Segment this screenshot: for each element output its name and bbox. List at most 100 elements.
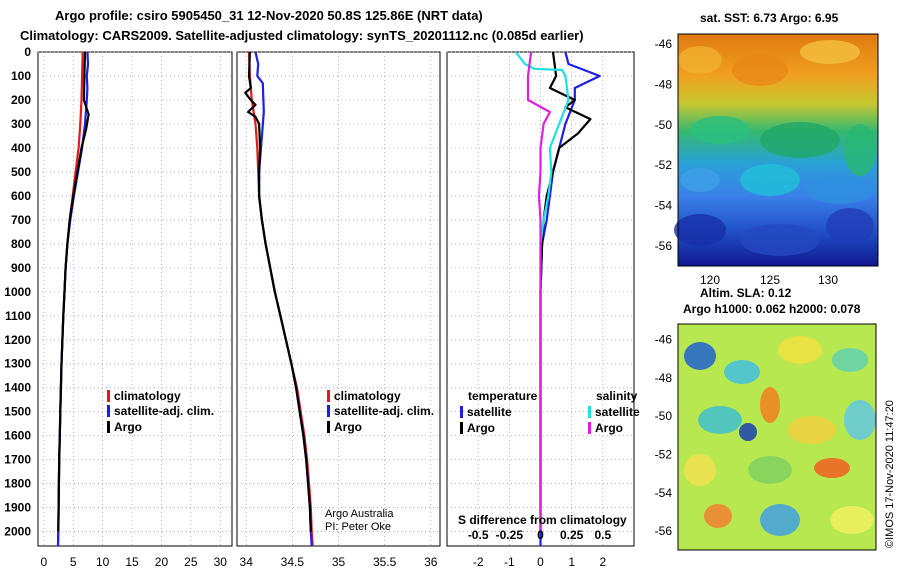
- depth-tick-label: 1000: [4, 285, 31, 299]
- temperature-series-satellite-adj-clim-: [56, 52, 90, 546]
- series-layer: [56, 52, 601, 546]
- legend-label-sal-argo: Argo: [595, 421, 623, 435]
- depth-tick-label: 1800: [4, 477, 31, 491]
- map-lat-label: -48: [655, 77, 673, 91]
- depth-tick-label: 100: [11, 69, 31, 83]
- depth-tick-label: 1200: [4, 333, 31, 347]
- legend-label-climatology: climatology: [334, 389, 401, 403]
- difference-s-tick-label: 0.25: [560, 528, 584, 542]
- legend-swatch-climatology: [107, 390, 110, 402]
- sla-texture-patch: [684, 454, 716, 486]
- sla-texture-patch: [760, 504, 800, 536]
- temperature-legend: climatology satellite-adj. clim. Argo: [107, 389, 214, 434]
- depth-tick-label: 0: [24, 45, 31, 59]
- sla-map-title-1: Altim. SLA: 0.12: [700, 286, 792, 300]
- sst-lat-labels: -46 -48 -50 -52 -54 -56: [655, 37, 673, 253]
- temperature-x-tick-label: 25: [184, 555, 198, 569]
- map-lon-label: 120: [700, 273, 720, 287]
- tick-labels-layer: 0 5 10 15 20 25 30 34 34.5 35 35.5 36 -2 -1 0 1 20100200…: [4, 45, 611, 569]
- sla-texture-patch: [739, 423, 757, 441]
- map-lat-label: -50: [655, 118, 673, 132]
- sst-map-frame: [677, 33, 879, 267]
- sla-texture-patch: [844, 400, 876, 440]
- map-lat-label: -54: [655, 198, 673, 212]
- sst-lon-labels: 120 125 130: [700, 273, 838, 287]
- depth-tick-label: 300: [11, 117, 31, 131]
- map-lat-label: -54: [655, 486, 673, 500]
- map-lat-label: -56: [655, 524, 673, 538]
- depth-tick-label: 1900: [4, 501, 31, 515]
- sst-map: [674, 33, 879, 267]
- legend-swatch-temp-argo: [460, 422, 463, 434]
- temperature-x-tick-label: 5: [70, 555, 77, 569]
- difference-series-temperature-satellite: [539, 52, 601, 546]
- sst-map-texture: [674, 40, 876, 256]
- temperature-series-climatology: [56, 52, 84, 546]
- depth-tick-label: 1700: [4, 453, 31, 467]
- sst-texture-patch: [806, 176, 874, 204]
- depth-tick-label: 700: [11, 213, 31, 227]
- legend-title-temperature: temperature: [468, 389, 538, 403]
- credit-line-1: Argo Australia: [325, 508, 394, 520]
- legend-swatch-sal-satellite: [588, 406, 591, 418]
- sst-texture-patch: [760, 122, 840, 158]
- temperature-x-tick-label: 10: [96, 555, 110, 569]
- map-lon-label: 130: [818, 273, 838, 287]
- difference-s-tick-label: 0: [537, 528, 544, 542]
- sst-texture-patch: [826, 208, 874, 244]
- difference-x-tick-label: 1: [568, 555, 575, 569]
- legend-label-argo: Argo: [114, 420, 142, 434]
- legend-swatch-argo: [327, 421, 330, 433]
- difference-s-tick-label: -0.25: [496, 528, 524, 542]
- map-lat-label: -56: [655, 239, 673, 253]
- sla-texture-patch: [788, 416, 836, 444]
- imos-timestamp: ©IMOS 17-Nov-2020 11:47:20: [884, 400, 896, 548]
- sst-texture-patch: [690, 116, 750, 144]
- sla-texture-patch: [724, 360, 760, 384]
- temperature-x-tick-label: 20: [155, 555, 169, 569]
- sst-texture-patch: [732, 54, 788, 86]
- legend-title-salinity: salinity: [596, 389, 638, 403]
- sla-texture-patch: [778, 336, 822, 364]
- depth-tick-label: 2000: [4, 525, 31, 539]
- depth-tick-label: 400: [11, 141, 31, 155]
- depth-tick-label: 1100: [5, 309, 31, 323]
- legend-swatch-satellite: [327, 405, 330, 417]
- salinity-x-tick-label: 36: [424, 555, 438, 569]
- map-lat-label: -52: [655, 158, 673, 172]
- salinity-x-tick-label: 35: [332, 555, 346, 569]
- sla-map-texture: [684, 336, 876, 536]
- salinity-legend: climatology satellite-adj. clim. Argo Ar…: [325, 389, 434, 533]
- legend-label-argo: Argo: [334, 420, 362, 434]
- legend-swatch-argo: [107, 421, 110, 433]
- legend-label-satellite: satellite-adj. clim.: [114, 404, 214, 418]
- difference-s-tick-label: 0.5: [594, 528, 611, 542]
- difference-xlabel: S difference from climatology: [458, 513, 627, 527]
- sla-map-title-2: Argo h1000: 0.062 h2000: 0.078: [683, 302, 861, 316]
- depth-tick-label: 200: [11, 93, 31, 107]
- temperature-panel-frame: [37, 51, 233, 547]
- legend-swatch-temp-satellite: [460, 406, 463, 418]
- salinity-x-tick-label: 34: [240, 555, 254, 569]
- depth-tick-label: 1400: [4, 381, 31, 395]
- legend-label-sal-satellite: satellite: [595, 405, 640, 419]
- sst-texture-patch: [680, 168, 720, 192]
- legend-swatch-climatology: [327, 390, 330, 402]
- sla-map: [677, 323, 877, 551]
- legend-swatch-satellite: [107, 405, 110, 417]
- difference-x-tick-label: -1: [504, 555, 515, 569]
- sla-texture-patch: [814, 458, 850, 478]
- depth-tick-label: 900: [11, 261, 31, 275]
- map-lat-label: -46: [655, 37, 673, 51]
- salinity-x-tick-label: 34.5: [281, 555, 305, 569]
- difference-x-tick-label: 2: [599, 555, 606, 569]
- legend-label-temp-argo: Argo: [467, 421, 495, 435]
- salinity-series-argo: [244, 52, 312, 532]
- difference-legend: temperature salinity satellite Argo sate…: [458, 389, 640, 527]
- depth-tick-label: 1500: [4, 405, 31, 419]
- sla-texture-patch: [704, 504, 732, 528]
- sla-lat-labels: -46 -48 -50 -52 -54 -56: [655, 332, 673, 538]
- legend-label-temp-satellite: satellite: [467, 405, 512, 419]
